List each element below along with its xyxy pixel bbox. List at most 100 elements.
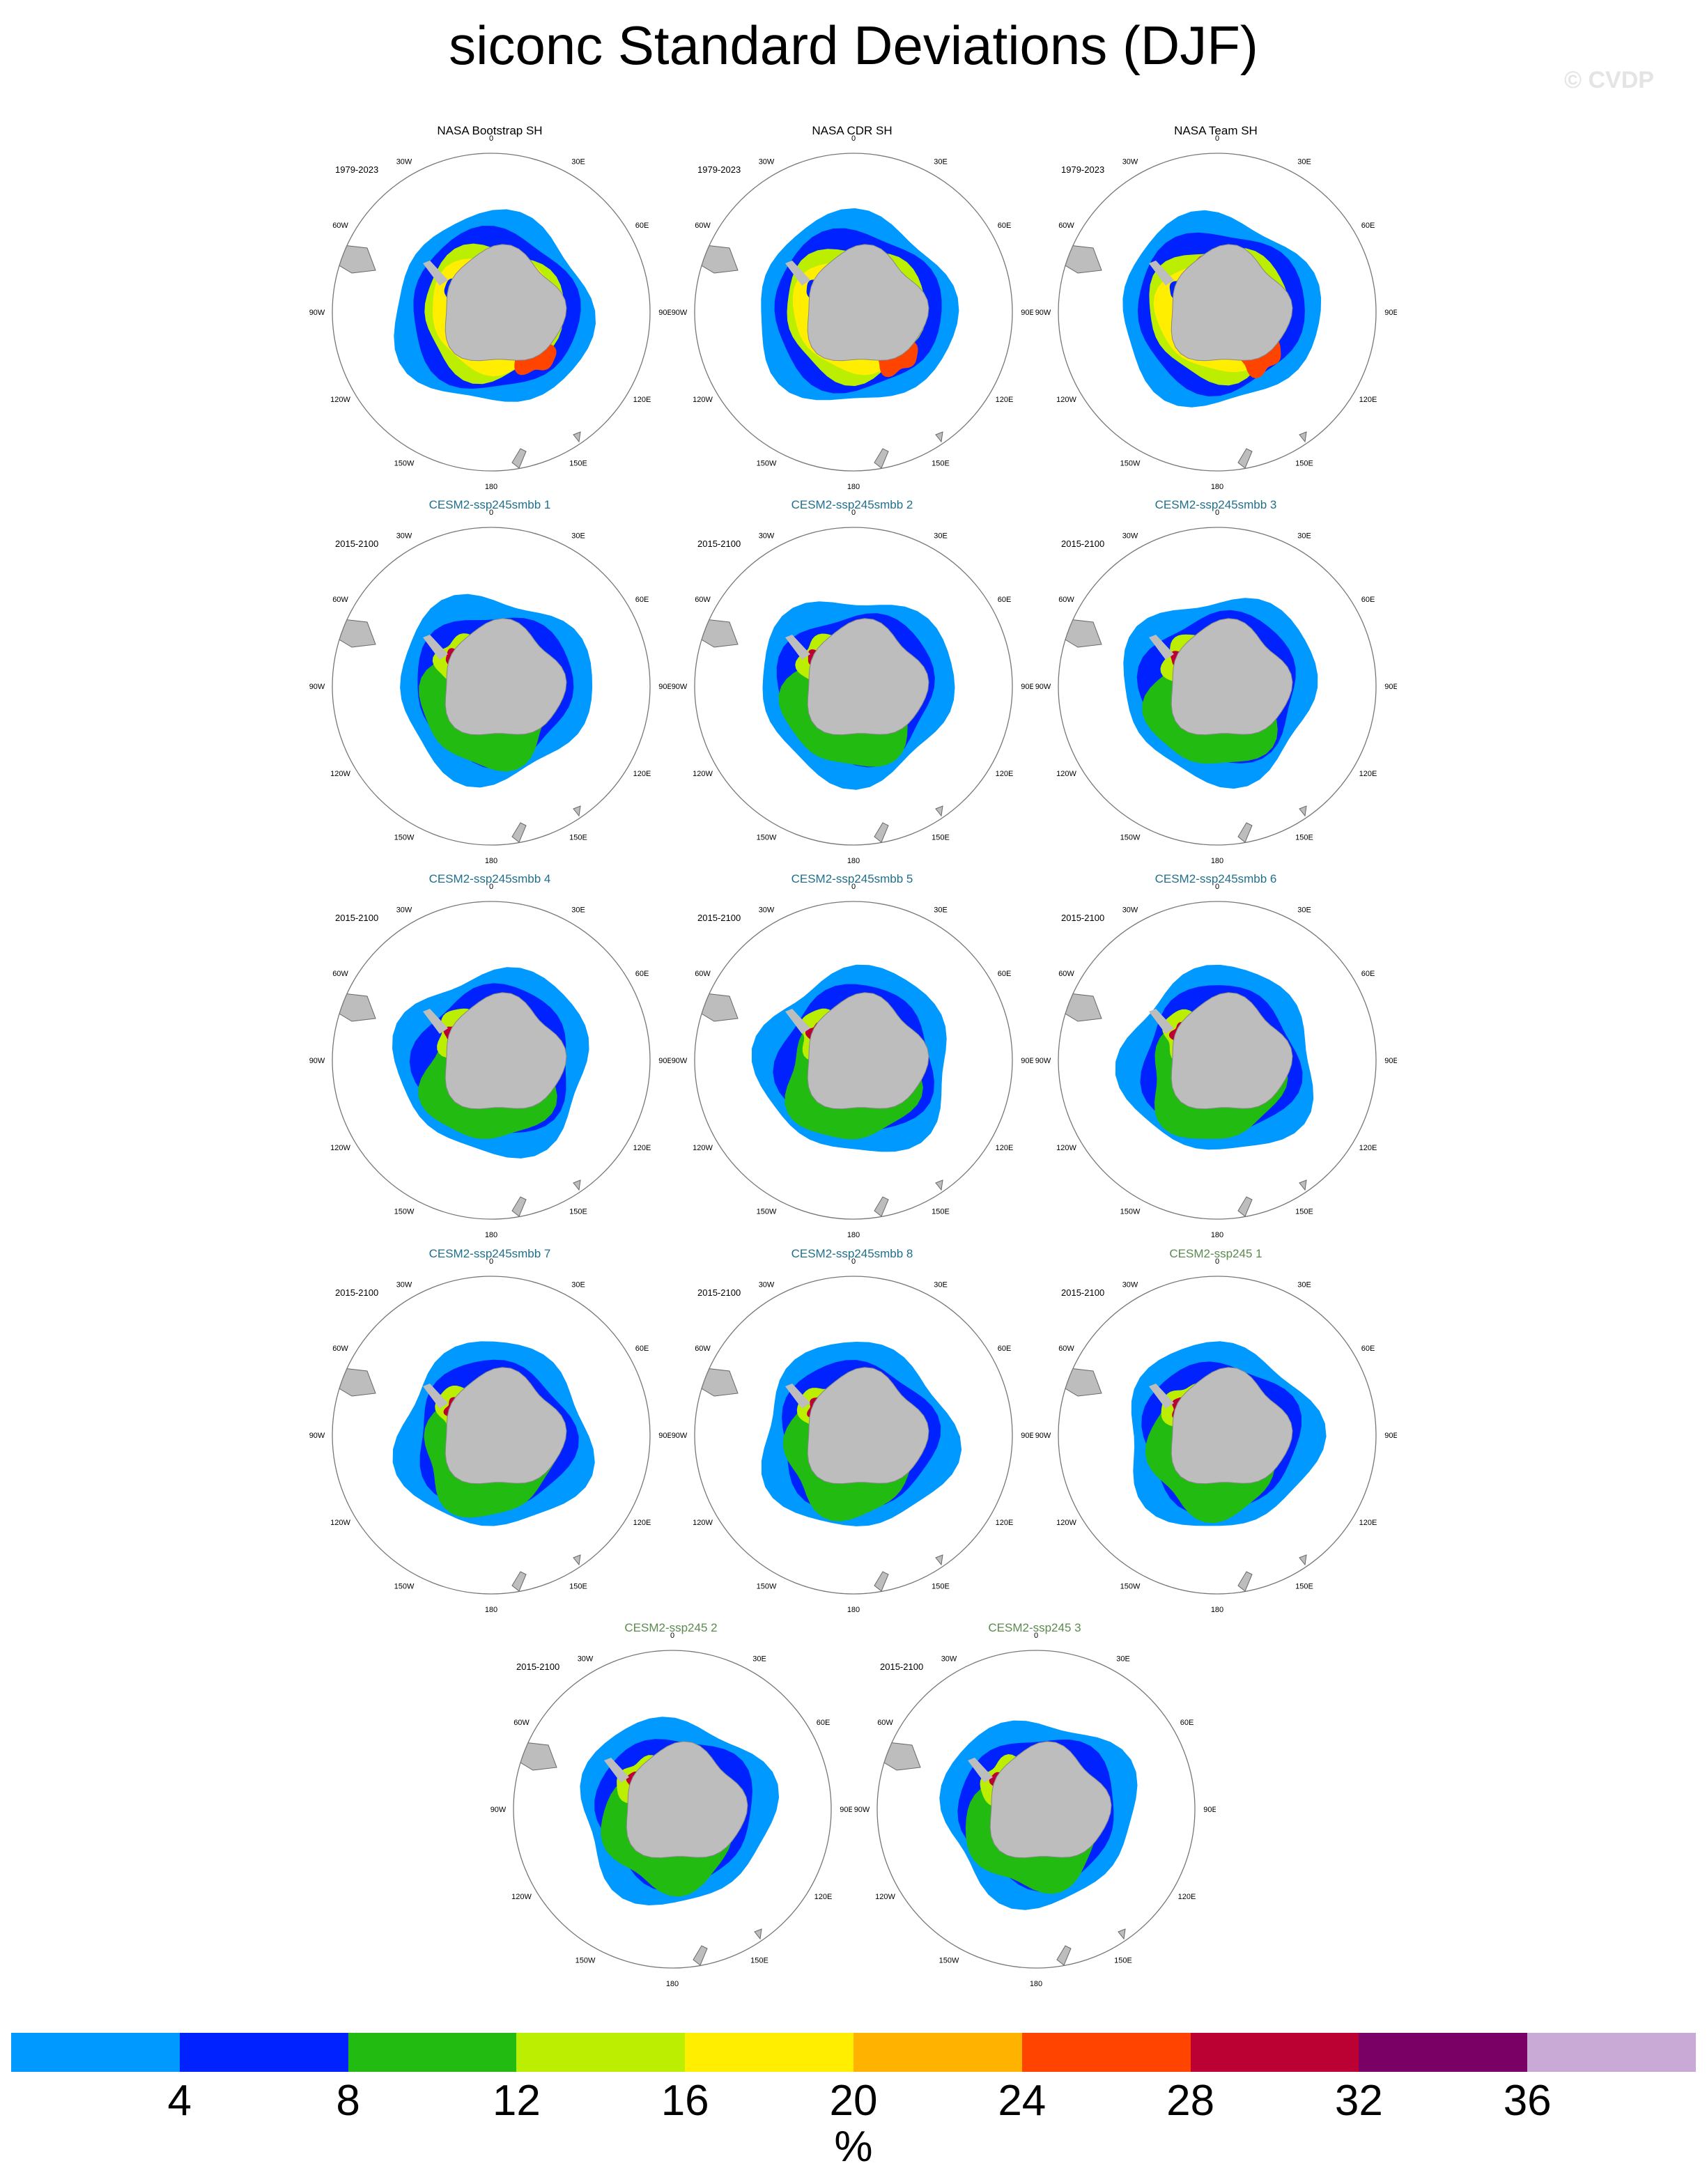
colorbar-tick-label: 20 xyxy=(829,2077,878,2125)
longitude-label: 120W xyxy=(330,770,350,778)
longitude-label: 0 xyxy=(1215,509,1219,517)
panel-period: 2015-2100 xyxy=(335,913,379,923)
sea-ice-field xyxy=(332,967,589,1217)
longitude-label: 90E xyxy=(840,1806,852,1814)
longitude-label: 120E xyxy=(996,1144,1014,1152)
polar-map: 0 30E 60E 90E 120E 150E 180 150W 120W 90W 60W 30W xyxy=(1035,1257,1397,1614)
longitude-label: 30W xyxy=(396,158,412,166)
longitude-label: 120E xyxy=(814,1893,833,1901)
longitude-label: 120E xyxy=(996,1519,1014,1527)
colorbar-tick-label: 4 xyxy=(167,2077,192,2125)
longitude-label: 90E xyxy=(1384,1057,1397,1065)
longitude-label: 30E xyxy=(571,532,585,541)
longitude-label: 60W xyxy=(695,222,711,230)
longitude-label: 120E xyxy=(1359,1519,1377,1527)
longitude-label: 180 xyxy=(485,1606,497,1614)
panel-title: NASA Team SH xyxy=(1174,124,1258,137)
longitude-label: 150E xyxy=(1295,460,1313,468)
panel-period: 2015-2100 xyxy=(1061,1287,1105,1298)
longitude-label: 90W xyxy=(672,1432,688,1440)
map-panel: CESM2-ssp245smbb 4 2015-2100 0 30E 60E 90E 120… xyxy=(309,872,671,1248)
longitude-label: 150W xyxy=(394,834,415,842)
panel-title: CESM2-ssp245smbb 8 xyxy=(791,1247,913,1260)
colorbar-swatch xyxy=(516,2033,686,2072)
longitude-label: 60W xyxy=(1058,222,1074,230)
map-panel: CESM2-ssp245 2 2015-2100 0 30E 60E 90E 120E 150… xyxy=(490,1621,852,1997)
panel-period: 2015-2100 xyxy=(1061,913,1105,923)
longitude-label: 30E xyxy=(934,158,948,166)
longitude-label: 120E xyxy=(633,396,651,404)
longitude-label: 90E xyxy=(1021,1432,1033,1440)
colorbar-tick-label: 8 xyxy=(336,2077,360,2125)
longitude-label: 0 xyxy=(851,509,856,517)
polar-map: 0 30E 60E 90E 120E 150E 180 150W 120W 90W 60W 30W xyxy=(672,509,1033,865)
longitude-label: 30E xyxy=(934,906,948,915)
longitude-label: 60W xyxy=(1058,970,1074,978)
colorbar-units: % xyxy=(834,2123,873,2171)
longitude-label: 30W xyxy=(759,532,775,541)
longitude-label: 30E xyxy=(1297,158,1311,166)
longitude-label: 60W xyxy=(332,222,348,230)
sea-ice-field xyxy=(695,964,947,1217)
longitude-label: 120W xyxy=(1056,396,1076,404)
sea-ice-field xyxy=(332,1341,595,1592)
polar-map: 0 30E 60E 90E 120E 150E 180 150W 120W 90W 60W 30W xyxy=(309,1257,671,1614)
map-panel: CESM2-ssp245 3 2015-2100 0 30E 60E 90E 120E 150… xyxy=(854,1621,1216,1997)
longitude-label: 90W xyxy=(309,1432,325,1440)
longitude-label: 90E xyxy=(658,1057,671,1065)
longitude-label: 120W xyxy=(693,770,713,778)
longitude-label: 0 xyxy=(489,883,493,891)
longitude-label: 150W xyxy=(1120,460,1141,468)
longitude-label: 120W xyxy=(330,1144,350,1152)
polar-map: 0 30E 60E 90E 120E 150E 180 150W 120W 90W 60W 30W xyxy=(309,134,671,491)
longitude-label: 30W xyxy=(941,1655,957,1664)
longitude-label: 60W xyxy=(695,970,711,978)
longitude-label: 90E xyxy=(1203,1806,1216,1814)
longitude-label: 30E xyxy=(752,1655,766,1664)
longitude-label: 90E xyxy=(1384,309,1397,317)
longitude-label: 120E xyxy=(1359,396,1377,404)
longitude-label: 150W xyxy=(576,1957,596,1965)
longitude-label: 30W xyxy=(396,1281,412,1290)
longitude-label: 90W xyxy=(854,1806,870,1814)
longitude-label: 30W xyxy=(396,532,412,541)
colorbar-swatch xyxy=(348,2033,517,2072)
colorbar-tick-label: 32 xyxy=(1334,2077,1383,2125)
sea-ice-field xyxy=(695,1342,962,1592)
longitude-label: 150W xyxy=(394,1208,415,1216)
longitude-label: 150W xyxy=(1120,1583,1141,1591)
longitude-label: 150E xyxy=(932,460,950,468)
polar-map: 0 30E 60E 90E 120E 150E 180 150W 120W 90W 60W 30W xyxy=(1035,883,1397,1239)
longitude-label: 120E xyxy=(1359,770,1377,778)
panel-title: CESM2-ssp245smbb 4 xyxy=(428,872,551,885)
longitude-label: 60E xyxy=(635,970,649,978)
map-panel: NASA Team SH 1979-2023 0 30E 60E 90E 120E 150E 1… xyxy=(1035,124,1397,500)
longitude-label: 90E xyxy=(658,1432,671,1440)
longitude-label: 60E xyxy=(635,222,649,230)
longitude-label: 120E xyxy=(996,396,1014,404)
longitude-label: 30E xyxy=(571,906,585,915)
map-panel: CESM2-ssp245smbb 6 2015-2100 0 30E 60E 90E 120… xyxy=(1035,872,1397,1248)
longitude-label: 120E xyxy=(633,1144,651,1152)
sea-ice-field xyxy=(1058,1341,1327,1592)
longitude-label: 30E xyxy=(1116,1655,1130,1664)
longitude-label: 150E xyxy=(1295,1208,1313,1216)
longitude-label: 60E xyxy=(635,596,649,604)
colorbar-labels: 4 8 12 16 20 24 28 32 36 xyxy=(0,2076,1707,2132)
longitude-label: 150W xyxy=(757,834,777,842)
polar-map: 0 30E 60E 90E 120E 150E 180 150W 120W 90W 60W 30W xyxy=(1035,509,1397,865)
longitude-label: 60E xyxy=(1361,970,1375,978)
longitude-label: 180 xyxy=(1211,857,1223,865)
longitude-label: 30W xyxy=(759,1281,775,1290)
longitude-label: 60W xyxy=(695,1345,711,1353)
longitude-label: 30E xyxy=(1297,532,1311,541)
colorbar-tick-label: 12 xyxy=(492,2077,541,2125)
longitude-label: 180 xyxy=(847,483,860,491)
longitude-label: 30E xyxy=(934,532,948,541)
longitude-label: 90W xyxy=(1035,683,1051,691)
longitude-label: 120W xyxy=(693,1144,713,1152)
longitude-label: 0 xyxy=(489,134,493,143)
sea-ice-field xyxy=(877,1720,1138,1966)
longitude-label: 150W xyxy=(757,1208,777,1216)
longitude-label: 90E xyxy=(1021,683,1033,691)
